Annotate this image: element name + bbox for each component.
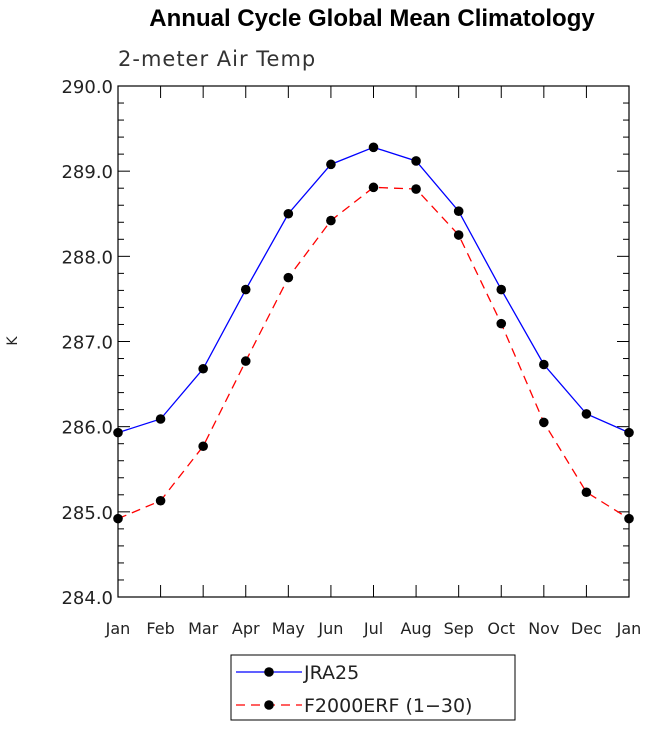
data-point-f2000erf [496, 318, 507, 329]
x-tick-label: Sep [444, 619, 474, 638]
chart-subtitle: 2-meter Air Temp [118, 47, 316, 71]
data-point-jra25 [155, 414, 166, 424]
data-point-jra25 [411, 156, 421, 166]
data-point-f2000erf [581, 487, 592, 498]
y-tick-label: 285.0 [61, 503, 113, 524]
legend-box [230, 654, 516, 721]
data-point-jra25 [283, 208, 294, 219]
data-point-f2000erf [368, 182, 379, 193]
data-point-f2000erf [539, 417, 549, 428]
y-tick-label: 287.0 [61, 333, 113, 354]
data-point-f2000erf [326, 215, 336, 226]
y-axis-label: K [5, 336, 21, 346]
data-point-f2000erf [155, 495, 166, 506]
data-point-f2000erf [283, 272, 294, 283]
y-tick-label: 284.0 [61, 588, 113, 609]
legend: JRA25 F2000ERF (1−30) [230, 654, 516, 721]
y-tick-label: 286.0 [61, 418, 113, 439]
y-tick-label: 290.0 [61, 77, 113, 98]
y-tick-label: 289.0 [61, 162, 113, 183]
data-point-jra25 [496, 284, 507, 295]
x-tick-label: May [272, 619, 305, 638]
data-point-jra25 [581, 409, 592, 419]
legend-marker [264, 700, 274, 710]
legend-label-f2000erf: F2000ERF (1−30) [304, 695, 472, 717]
x-tick-label: Aug [400, 619, 431, 638]
plot-frame [117, 85, 630, 598]
x-tick-label: Mar [188, 619, 219, 638]
x-tick-label: Nov [528, 619, 559, 638]
x-tick-label: Oct [487, 619, 515, 638]
data-point-jra25 [326, 159, 336, 170]
series-line-f2000erf [117, 186, 630, 520]
x-tick-label: Jun [317, 619, 343, 638]
x-tick-label: Feb [146, 619, 174, 638]
legend-label-jra25: JRA25 [303, 662, 359, 684]
x-tick-label: Dec [571, 619, 602, 638]
data-point-jra25 [539, 359, 549, 370]
x-tick-label: Apr [232, 619, 260, 638]
x-tick-label: Jan [616, 619, 642, 638]
data-point-f2000erf [453, 230, 464, 240]
x-tick-label: Jul [363, 619, 383, 638]
data-point-f2000erf [411, 184, 421, 194]
x-tick-label: Jan [105, 619, 131, 638]
data-point-f2000erf [198, 441, 208, 452]
chart-title: Annual Cycle Global Mean Climatology [149, 5, 595, 32]
data-point-jra25 [198, 363, 208, 374]
data-point-jra25 [240, 284, 251, 295]
data-point-jra25 [453, 206, 464, 216]
legend-marker [264, 667, 274, 677]
data-point-jra25 [368, 142, 379, 153]
y-tick-label: 288.0 [61, 247, 113, 268]
data-point-f2000erf [240, 356, 251, 366]
